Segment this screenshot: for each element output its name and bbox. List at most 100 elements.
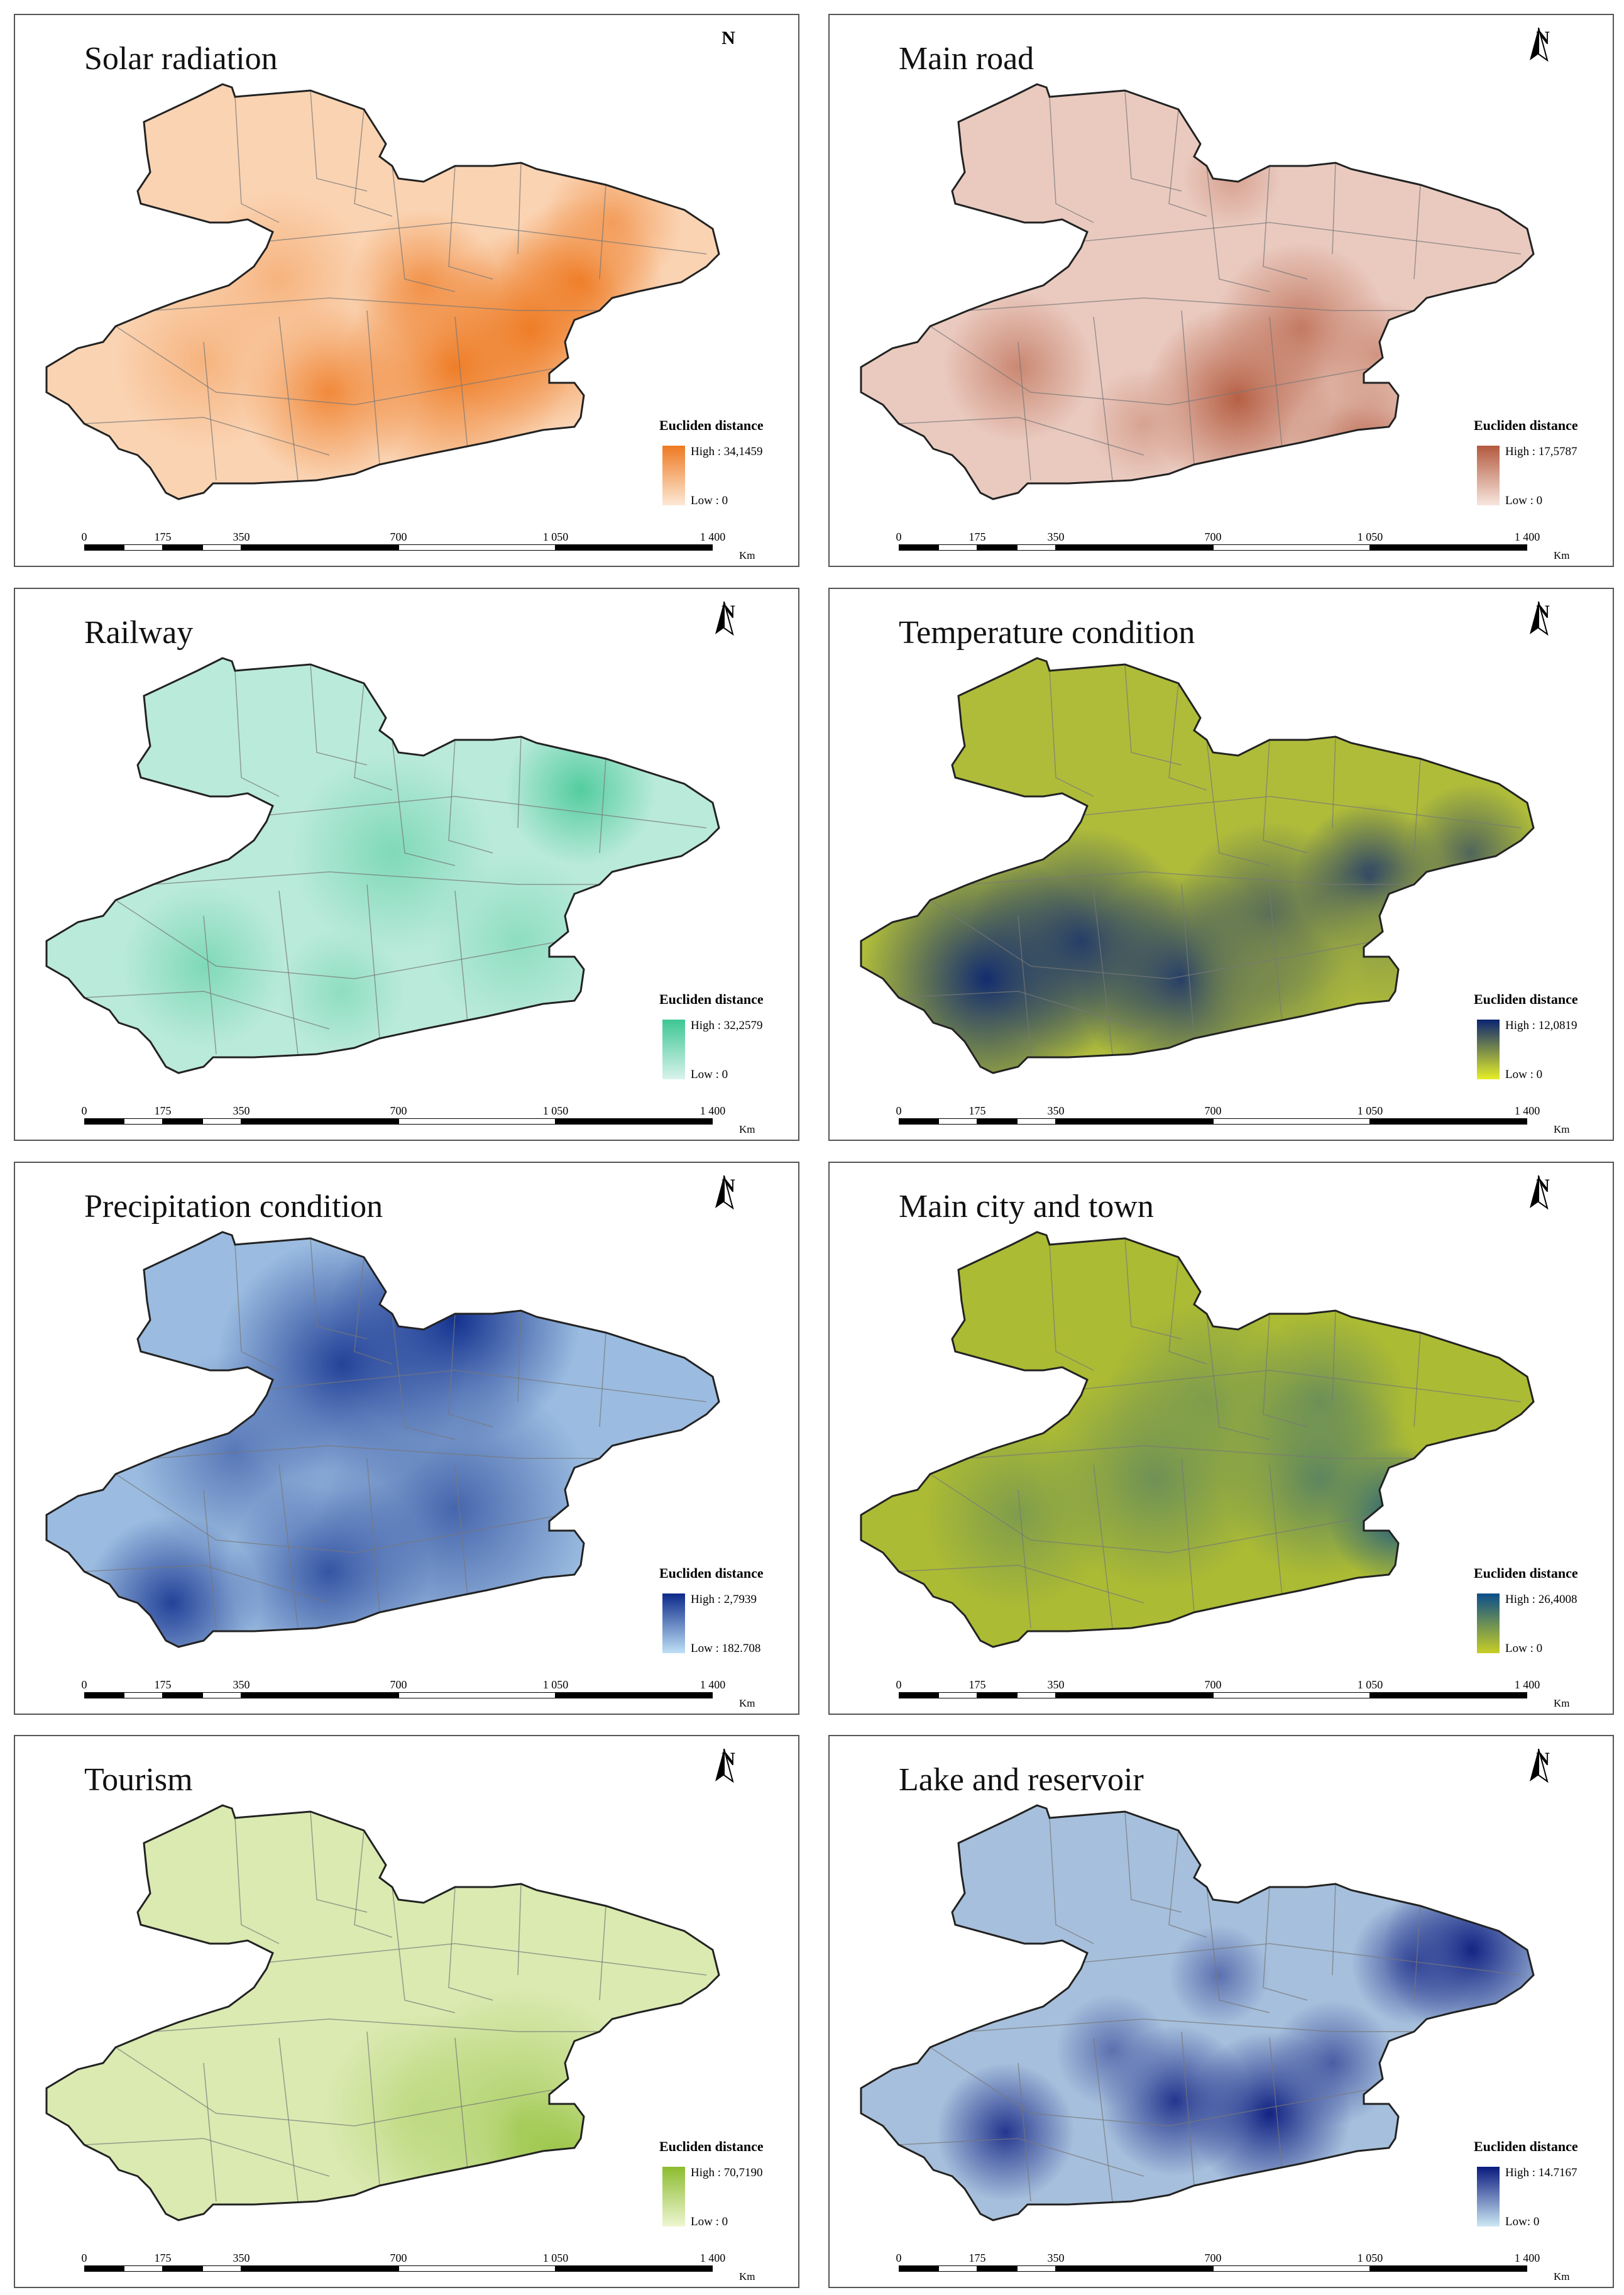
map-title: Main city and town (899, 1189, 1154, 1225)
region-map (860, 1231, 1535, 1648)
map-title: Precipitation condition (84, 1189, 383, 1225)
scale-segment (899, 1692, 938, 1698)
scale-segment (1370, 544, 1527, 551)
scale-tick-label: 0 (896, 1678, 902, 1691)
scale-tick-label: 0 (81, 531, 87, 543)
scale-segment (123, 1118, 163, 1125)
scale-segment (398, 1692, 556, 1698)
legend-color-ramp (1477, 2167, 1500, 2226)
north-arrow-icon: N (713, 1175, 744, 1210)
map-title: Railway (84, 615, 194, 651)
legend-color-ramp (662, 2167, 685, 2226)
scale-unit: Km (1554, 549, 1570, 561)
scale-segment (163, 2265, 202, 2272)
scale-segment (1370, 1118, 1527, 1125)
north-arrow-icon: N (713, 1749, 744, 1783)
scale-segment (202, 1692, 241, 1698)
scale-segment (556, 2265, 713, 2272)
legend-color-ramp (662, 446, 685, 505)
scale-segment (398, 2265, 556, 2272)
legend-title: Eucliden distance (1474, 417, 1578, 433)
scale-tick-label: 1 050 (1357, 1678, 1383, 1691)
map-panel: Temperature condition N Eucliden distance H… (828, 588, 1614, 1141)
scale-segment (899, 544, 938, 551)
scale-tick-label: 700 (390, 1678, 407, 1691)
scale-segment (899, 2265, 938, 2272)
scale-unit: Km (739, 1123, 755, 1135)
scale-tick-label: 700 (1204, 1678, 1222, 1691)
legend: Eucliden distance High : 70,7190 Low : 0 (659, 2138, 798, 2228)
scale-segment (1213, 1118, 1370, 1125)
scale-tick-label: 700 (390, 1104, 407, 1117)
scale-segment (938, 2265, 977, 2272)
scale-segment (977, 1692, 1017, 1698)
legend-low-value: Low : 182.708 (691, 1642, 761, 1655)
arrow-icon (1530, 1749, 1549, 1783)
scale-unit: Km (739, 1697, 755, 1709)
region-map (45, 83, 720, 500)
scale-unit: Km (739, 549, 755, 561)
scale-segment (123, 544, 163, 551)
legend: Eucliden distance High : 2,7939 Low : 182.… (659, 1565, 798, 1655)
legend-color-ramp (662, 1593, 685, 1653)
scale-segment (1056, 544, 1213, 551)
region-outline (860, 1231, 1535, 1648)
scale-segment (241, 1692, 398, 1698)
scale-tick-label: 0 (896, 531, 902, 543)
scale-tick-label: 350 (1047, 1104, 1065, 1117)
scale-tick-label: 350 (233, 2252, 250, 2264)
map-title: Tourism (84, 1762, 193, 1798)
region-outline (45, 83, 720, 500)
scale-segment (202, 544, 241, 551)
scale-tick-label: 700 (1204, 1104, 1222, 1117)
map-title: Temperature condition (899, 615, 1195, 651)
scale-segment (84, 1692, 124, 1698)
scale-segment (977, 2265, 1017, 2272)
scale-bar: 0 175 350 700 1 050 1 400 Km (82, 2252, 755, 2283)
scale-unit: Km (1554, 2270, 1570, 2282)
legend: Eucliden distance High : 34,1459 Low : 0 (659, 417, 798, 507)
north-arrow-icon: N (1527, 1749, 1559, 1783)
legend-high-value: High : 26,4008 (1505, 1593, 1577, 1606)
scale-tick-label: 700 (1204, 2252, 1222, 2264)
scale-segment (1213, 1692, 1370, 1698)
legend: Eucliden distance High : 14.7167 Low: 0 (1474, 2138, 1612, 2228)
region-map (860, 657, 1535, 1074)
scale-tick-label: 175 (154, 2252, 172, 2264)
legend-low-value: Low : 0 (1505, 1642, 1543, 1655)
scale-tick-label: 1 050 (542, 531, 569, 543)
legend-low-value: Low : 0 (691, 2215, 728, 2228)
scale-bar: 0 175 350 700 1 050 1 400 Km (896, 531, 1570, 562)
scale-tick-label: 1 400 (700, 1678, 726, 1691)
arrow-icon (715, 602, 734, 636)
map-panel: Railway N Eucliden distance High : 32,2579 L… (14, 588, 799, 1141)
scale-segment (398, 544, 556, 551)
region-map (45, 1804, 720, 2221)
legend-title: Eucliden distance (1474, 1565, 1578, 1581)
legend-high-value: High : 2,7939 (691, 1593, 757, 1606)
north-label: N (721, 28, 735, 48)
scale-segment (556, 1118, 713, 1125)
scale-segment (556, 1692, 713, 1698)
scale-tick-label: 175 (154, 531, 172, 543)
legend-color-ramp (1477, 1593, 1500, 1653)
arrow-icon (1530, 28, 1549, 62)
scale-tick-label: 0 (81, 1104, 87, 1117)
map-panel: Main city and town N Eucliden distance High… (828, 1162, 1614, 1715)
scale-tick-label: 1 050 (1357, 1104, 1383, 1117)
scale-tick-label: 350 (233, 531, 250, 543)
scale-segment (938, 1692, 977, 1698)
scale-segment (977, 544, 1017, 551)
map-title: Lake and reservoir (899, 1762, 1144, 1798)
scale-segment (202, 2265, 241, 2272)
scale-tick-label: 1 400 (700, 531, 726, 543)
map-panel: Precipitation condition N Eucliden distanc… (14, 1162, 799, 1715)
scale-tick-label: 1 400 (700, 1104, 726, 1117)
scale-tick-label: 350 (233, 1104, 250, 1117)
arrow-icon (1530, 1175, 1549, 1210)
scale-unit: Km (739, 2270, 755, 2282)
scale-segment (1056, 1118, 1213, 1125)
scale-tick-label: 350 (233, 1678, 250, 1691)
scale-segment (84, 2265, 124, 2272)
north-arrow-icon: N (1527, 28, 1559, 62)
